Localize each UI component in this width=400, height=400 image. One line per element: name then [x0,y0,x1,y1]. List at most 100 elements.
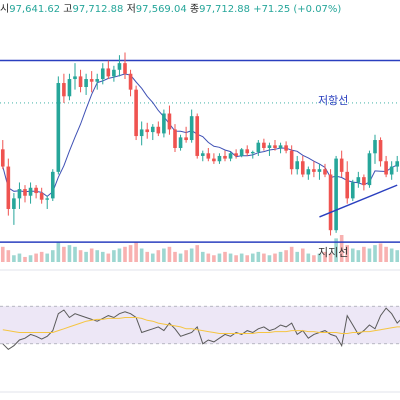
candle-body [300,161,305,175]
open-label: 시 [0,4,10,15]
volume-bar [112,250,116,262]
candle [178,134,183,151]
rsi-average-line [2,317,400,334]
candle [312,161,316,178]
candle [284,141,288,154]
support-label: 지지선 [318,246,348,259]
candle [95,73,100,90]
candle [317,163,322,180]
rsi-line [2,307,400,351]
volume-bar [362,246,366,262]
candle [273,140,277,151]
candle [367,150,372,188]
volume-bar [84,251,88,262]
candle [217,153,222,164]
candle-body [345,171,350,199]
volume-bar [106,253,111,262]
candle-body [106,68,111,77]
resistance-label: 저항선 [318,94,348,107]
candle-body [339,158,344,172]
candle-body [262,142,266,148]
volume-bar [262,253,266,262]
volume-bar [128,245,133,262]
candle-body [328,174,333,231]
candles [0,52,400,236]
candle [23,185,27,203]
candle [78,69,83,93]
volume-bar [289,246,294,262]
volume-bar [73,246,77,262]
open-value: 97,641.62 [9,4,61,15]
candle-body [123,63,127,74]
candle-body [23,189,27,196]
candle [384,155,388,178]
candle-body [95,79,100,82]
candle [395,155,400,172]
candle-body [6,166,11,209]
close-value: 97,712.88 [199,4,250,15]
candle-body [84,79,88,88]
candle-body [100,68,105,80]
candle-body [89,79,94,82]
volume-bar [245,255,250,262]
candle [189,109,194,143]
candle [112,65,116,82]
candle-body [323,169,327,175]
candle [339,150,344,178]
volume-bar [100,251,105,262]
low-value: 97,569.04 [135,4,187,15]
candle [373,134,377,164]
candle-body [245,149,250,154]
candle-body [306,169,311,175]
candle [67,73,72,101]
volume-bar [134,241,138,262]
candle [356,171,361,188]
candle-body [389,166,394,175]
volume-bar [178,253,183,262]
volume-bar [89,248,94,262]
candle [256,140,261,156]
candle-body [250,151,255,154]
candle [300,155,305,178]
volume-bar [117,248,122,262]
volume-bar [395,250,400,262]
candle-body [384,161,388,175]
candle-body [367,153,372,186]
candle-body [289,150,294,170]
close-label: 종 [189,4,200,15]
candle-body [117,63,122,70]
volume-bar [373,245,377,262]
volume-bar [6,250,11,262]
candle-body [200,153,205,156]
candle [345,161,350,204]
candle [234,149,238,159]
volume-bar [356,250,361,262]
volume-bar [323,251,327,262]
high-value: 97,712.88 [72,4,124,15]
volume-bars [0,235,400,262]
volume-bar [139,248,144,262]
candle-body [334,158,338,231]
volume-bar [17,253,22,262]
volume-bar [167,246,172,262]
volume-bar [350,248,355,262]
candle-body [45,198,50,200]
rsi-band [0,306,400,344]
volume-bar [300,248,305,262]
volume-bar [256,251,261,262]
volume-bar [156,250,161,262]
candle-body [178,137,183,148]
candle-body [156,126,161,134]
candle-body [17,189,22,199]
candle [245,145,250,156]
candle [184,126,188,143]
candle-body [378,140,383,162]
candle [6,158,11,216]
volume-bar [295,251,300,262]
candle [50,169,55,202]
candle-body [228,153,233,159]
candle-body [134,89,138,137]
candle-body [350,182,355,199]
candle [0,140,5,170]
